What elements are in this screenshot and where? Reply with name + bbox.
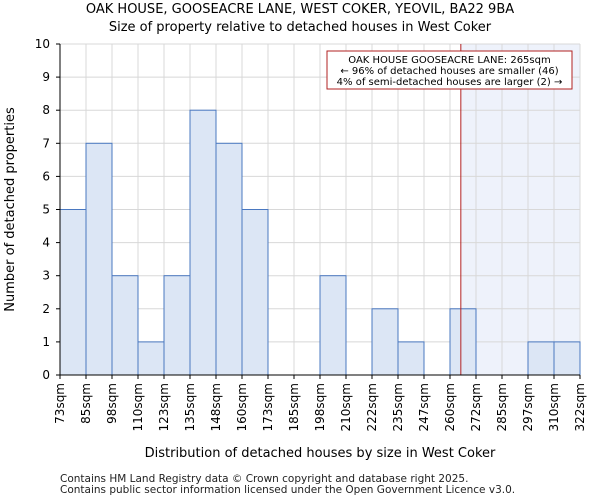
bar — [137, 341, 165, 376]
x-tick-label: 260sqm — [443, 383, 457, 431]
y-tick-label: 9 — [42, 70, 50, 84]
y-tick-label: 1 — [42, 335, 50, 349]
x-tick-label: 85sqm — [79, 383, 93, 424]
bar — [397, 341, 425, 376]
bar — [59, 209, 87, 376]
y-tick-label: 7 — [42, 136, 50, 150]
annotation-line: ← 96% of detached houses are smaller (46… — [340, 66, 558, 77]
x-tick-label: 198sqm — [313, 383, 327, 431]
bars — [59, 109, 581, 376]
y-tick-label: 4 — [42, 236, 50, 250]
bar — [85, 142, 113, 376]
x-tick-label: 148sqm — [209, 383, 223, 431]
x-tick-label: 160sqm — [235, 383, 249, 431]
bar — [215, 142, 243, 376]
bar — [371, 308, 399, 376]
x-tick-label: 322sqm — [573, 383, 587, 431]
annotation-box — [326, 50, 573, 90]
x-tick-label: 272sqm — [469, 383, 483, 431]
chart-title: OAK HOUSE, GOOSEACRE LANE, WEST COKER, Y… — [85, 2, 515, 17]
chart-subtitle: Size of property relative to detached ho… — [108, 20, 492, 35]
bar — [319, 275, 347, 376]
footer-copyright: Contains HM Land Registry data © Crown c… — [60, 473, 469, 485]
annotation-line: 4% of semi-detached houses are larger (2… — [337, 77, 563, 88]
x-tick-label: 285sqm — [495, 383, 509, 431]
x-tick-label: 123sqm — [157, 383, 171, 431]
y-tick-label: 10 — [35, 37, 50, 51]
x-tick-label: 310sqm — [547, 383, 561, 431]
bar — [163, 275, 191, 376]
bar — [553, 341, 581, 376]
bar — [189, 109, 217, 376]
x-tick-label: 210sqm — [339, 383, 353, 431]
marker-annotation: OAK HOUSE GOOSEACRE LANE: 265sqm← 96% of… — [326, 50, 573, 90]
x-tick-label: 222sqm — [365, 383, 379, 431]
x-tick-label: 247sqm — [417, 383, 431, 431]
bar — [527, 341, 555, 376]
x-tick-label: 185sqm — [287, 383, 301, 431]
x-tick-label: 173sqm — [261, 383, 275, 431]
x-tick-label: 235sqm — [391, 383, 405, 431]
bar — [449, 308, 477, 376]
y-tick-label: 8 — [42, 103, 50, 117]
y-tick-label: 5 — [42, 203, 50, 217]
y-axis-label: Number of detached properties — [3, 107, 18, 312]
bar — [241, 209, 269, 376]
x-tick-label: 135sqm — [183, 383, 197, 431]
x-tick-label: 297sqm — [521, 383, 535, 431]
annotation-line: OAK HOUSE GOOSEACRE LANE: 265sqm — [348, 55, 550, 66]
axes — [56, 43, 581, 379]
footer-licence: Contains public sector information licen… — [60, 484, 516, 496]
y-tick-label: 0 — [42, 368, 50, 382]
y-tick-label: 3 — [42, 269, 50, 283]
tick-labels: 0 1 2 3 4 5 6 7 8 9 10 73sqm 85sqm 98sqm 110sqm 123sqm 1… — [35, 37, 587, 431]
x-axis-label: Distribution of detached houses by size … — [145, 446, 496, 461]
y-tick-label: 6 — [42, 169, 50, 183]
x-tick-label: 73sqm — [53, 383, 67, 424]
x-tick-label: 98sqm — [105, 383, 119, 424]
bar — [111, 275, 139, 376]
y-tick-label: 2 — [42, 302, 50, 316]
x-tick-label: 110sqm — [131, 383, 145, 431]
